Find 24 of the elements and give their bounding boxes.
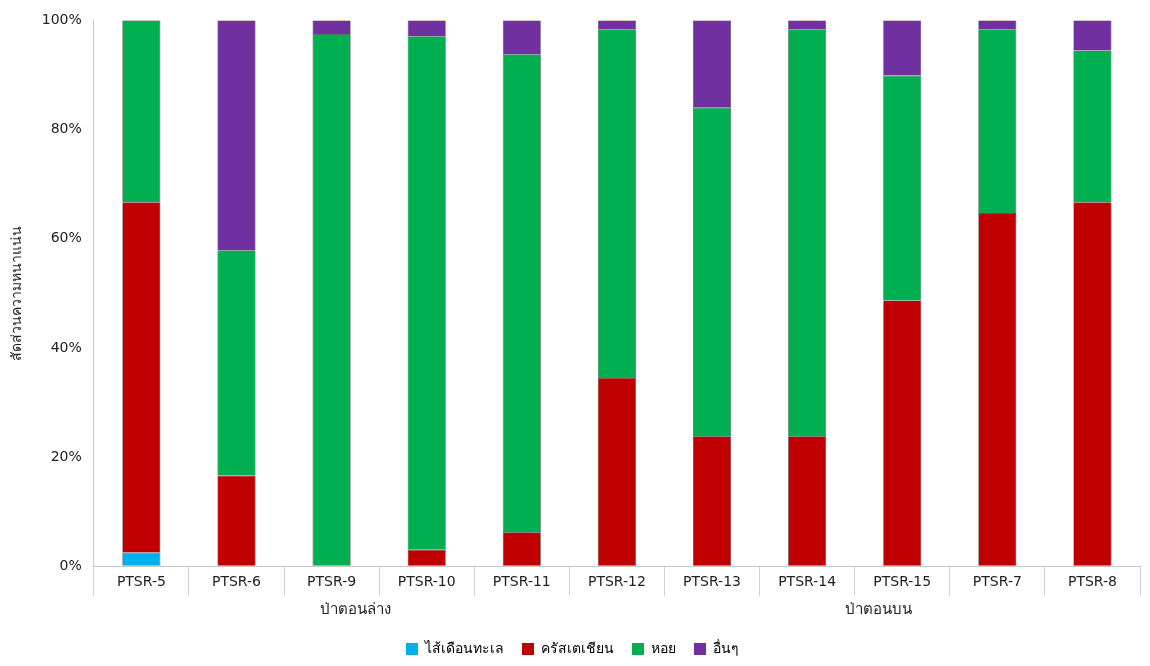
legend-label: อื่นๆ: [713, 638, 739, 656]
x-tick-label: PTSR-9: [307, 573, 357, 590]
legend-label: ไส้เดือนทะเล: [424, 639, 504, 656]
legend-label: ครัสเตเชียน: [541, 639, 614, 656]
y-tick-label: 0%: [59, 556, 82, 573]
x-tick-label: PTSR-14: [778, 573, 837, 590]
x-tick-label: PTSR-8: [1067, 573, 1117, 590]
x-tick-label: PTSR-13: [683, 573, 741, 590]
x-tick-label: PTSR-11: [492, 573, 551, 590]
x-tick-label: PTSR-12: [587, 573, 646, 590]
x-tick-label: PTSR-15: [873, 573, 932, 590]
text: ป่าตอนล่าง: [319, 599, 391, 618]
x-tick-label: PTSR-7: [972, 573, 1022, 590]
legend-label: หอย: [651, 639, 676, 656]
y-tick-label: 20%: [50, 447, 82, 464]
y-tick-label: 40%: [50, 338, 82, 355]
y-tick-label: 100%: [41, 11, 82, 28]
text: ป่าตอนบน: [844, 599, 912, 618]
y-tick-label: 60%: [50, 229, 82, 246]
y-axis-title: สัดส่วนความหนาแน่น: [8, 225, 25, 361]
y-tick-label: 80%: [50, 120, 82, 137]
x-tick-label: PTSR-10: [397, 573, 456, 590]
x-tick-label: PTSR-6: [211, 573, 262, 590]
x-tick-label: PTSR-5: [116, 573, 166, 590]
